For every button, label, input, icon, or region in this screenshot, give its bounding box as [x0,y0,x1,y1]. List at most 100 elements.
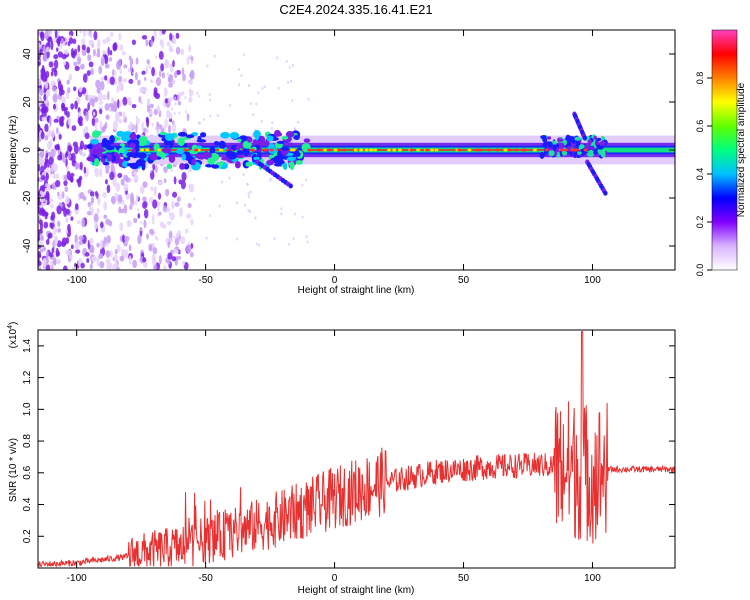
spectrogram-blob [88,61,94,68]
band-blob [121,134,131,142]
spectrogram-blob [155,55,158,59]
colorbar-tick-label: 0.6 [695,120,705,133]
spectrogram-blob [128,255,132,265]
band-blob [552,144,557,151]
band-blob [105,146,115,151]
y-tick-label: 1.0 [22,402,33,416]
band-hotspot [373,148,378,152]
spectrogram-blob [291,99,294,103]
spectrogram-blob [41,184,46,192]
band-blob [129,132,137,141]
spectrogram-blob [209,114,212,118]
spectrogram-blob [55,173,60,180]
band-hotspot [416,148,421,152]
spectrogram-blob [171,256,177,262]
band-blob [175,148,186,155]
spectrogram-blob [273,236,276,240]
spectrogram-blob [153,30,157,39]
spectrogram-blob [174,96,177,100]
spectrogram-blob [42,257,47,268]
band-blob [90,138,99,145]
spectrogram-blob [248,195,251,199]
spectrogram-blob [95,79,101,89]
y-tick-label: -40 [22,238,33,253]
spectrogram-blob [160,30,166,35]
band-hotspot [564,148,569,152]
band-blob [177,131,188,137]
spectrogram-blob [120,178,125,186]
spectrogram-blob [216,113,219,117]
spectrogram-blob [143,127,147,134]
band-blob [539,151,545,159]
spectrogram-blob [54,30,58,39]
spectrogram-blob [140,220,143,224]
band-blob [593,135,598,140]
spectrogram-blob [252,113,255,117]
spectrogram-blob [175,233,180,239]
spectrogram-blob [67,117,72,126]
spectrogram-blob [74,65,80,72]
spectrogram-blob [163,209,166,213]
band-blob [266,135,274,142]
band-blob [229,131,240,139]
spectrogram-blob [56,250,60,257]
band-blob [225,150,234,158]
band-blob [177,137,185,147]
spectrogram-blob [176,69,181,75]
spectrogram-blob [81,38,86,46]
spectrogram-blob [43,221,49,229]
spectrogram-blob [178,111,181,115]
spectrogram-blob [51,247,55,254]
spectrogram-blob [171,107,174,111]
spectrogram-blob [140,228,143,232]
spectrogram-blob [180,91,185,96]
spectrogram-blob [91,117,96,127]
colorbar-tick-label: 0.4 [695,168,705,181]
band-blob [131,148,136,153]
band-hotspot [364,148,369,152]
band-blob [598,149,602,156]
band-blob [115,158,125,163]
spectrogram-blob [78,30,83,34]
spectrogram-blob [78,240,84,246]
spectrogram-blob [159,30,162,37]
spectrogram-blob [81,44,86,51]
band-hotspot [322,148,327,152]
spectrogram-blob [238,83,241,87]
spectrogram-blob [154,127,157,131]
spectrogram-blob [93,96,99,103]
spectrogram-blob [122,96,128,106]
spectrogram-blob [164,118,168,128]
spectrogram-blob [168,82,173,88]
spectrogram-panel: -100 -50 0 50 100 -40 -20 0 20 40 Height of stra… [8,29,676,296]
spectrogram-blob [271,121,274,125]
spectrogram-blob [44,123,49,133]
band-blob [141,161,146,171]
spectrogram-blob [160,128,165,133]
spectrogram-blob [128,55,132,61]
band-blob [543,151,547,156]
spur-point [603,190,608,196]
spectrogram-blob [88,39,94,46]
spectrogram-blob [61,53,67,60]
spectrogram-blob [99,261,105,269]
spectrogram-blob [135,116,138,120]
snr-plot-area [38,331,675,568]
spectrogram-blob [50,163,55,174]
band-blob [273,129,281,137]
spectrogram-blob [167,76,172,83]
spectrogram-blob [38,207,42,214]
spectrogram-blob [153,87,158,95]
spectrogram-blob [78,86,83,93]
spectrogram-blob [132,71,135,75]
band-blob [200,132,207,138]
spectrogram-blob [197,94,200,98]
band-hotspot [140,148,145,152]
band-blob [115,137,121,141]
spectrogram-blob [58,133,62,140]
spectrogram-blob [140,101,143,105]
spectrogram-blob [213,54,216,58]
spectrogram-blob [80,63,85,70]
band-blob [600,148,606,155]
spectrogram-blob [89,237,94,245]
